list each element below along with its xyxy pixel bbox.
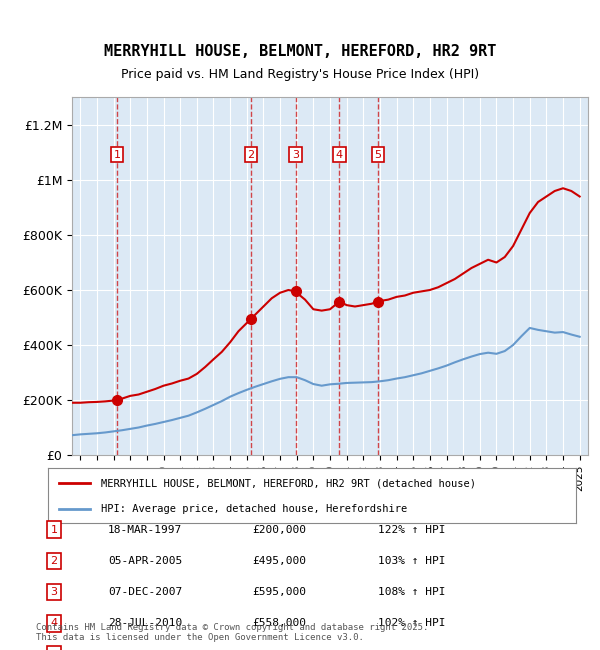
Text: £495,000: £495,000	[252, 556, 306, 566]
Text: 2: 2	[50, 556, 58, 566]
Text: £558,000: £558,000	[252, 618, 306, 629]
Text: £595,000: £595,000	[252, 587, 306, 597]
Text: Contains HM Land Registry data © Crown copyright and database right 2025.
This d: Contains HM Land Registry data © Crown c…	[36, 623, 428, 642]
Text: 102% ↑ HPI: 102% ↑ HPI	[378, 618, 445, 629]
Text: HPI: Average price, detached house, Herefordshire: HPI: Average price, detached house, Here…	[101, 504, 407, 514]
Text: 4: 4	[336, 150, 343, 160]
Text: Price paid vs. HM Land Registry's House Price Index (HPI): Price paid vs. HM Land Registry's House …	[121, 68, 479, 81]
Text: 3: 3	[50, 587, 58, 597]
Text: 2: 2	[248, 150, 254, 160]
Text: MERRYHILL HOUSE, BELMONT, HEREFORD, HR2 9RT (detached house): MERRYHILL HOUSE, BELMONT, HEREFORD, HR2 …	[101, 478, 476, 488]
Text: 28-JUL-2010: 28-JUL-2010	[108, 618, 182, 629]
Text: 5: 5	[374, 150, 382, 160]
Text: 108% ↑ HPI: 108% ↑ HPI	[378, 587, 445, 597]
Text: 103% ↑ HPI: 103% ↑ HPI	[378, 556, 445, 566]
Text: MERRYHILL HOUSE, BELMONT, HEREFORD, HR2 9RT: MERRYHILL HOUSE, BELMONT, HEREFORD, HR2 …	[104, 44, 496, 60]
Text: 122% ↑ HPI: 122% ↑ HPI	[378, 525, 445, 535]
Text: 1: 1	[113, 150, 121, 160]
Text: 1: 1	[50, 525, 58, 535]
Text: 18-MAR-1997: 18-MAR-1997	[108, 525, 182, 535]
Text: 4: 4	[50, 618, 58, 629]
Text: £200,000: £200,000	[252, 525, 306, 535]
Text: 05-APR-2005: 05-APR-2005	[108, 556, 182, 566]
Text: 3: 3	[292, 150, 299, 160]
Text: 07-DEC-2007: 07-DEC-2007	[108, 587, 182, 597]
